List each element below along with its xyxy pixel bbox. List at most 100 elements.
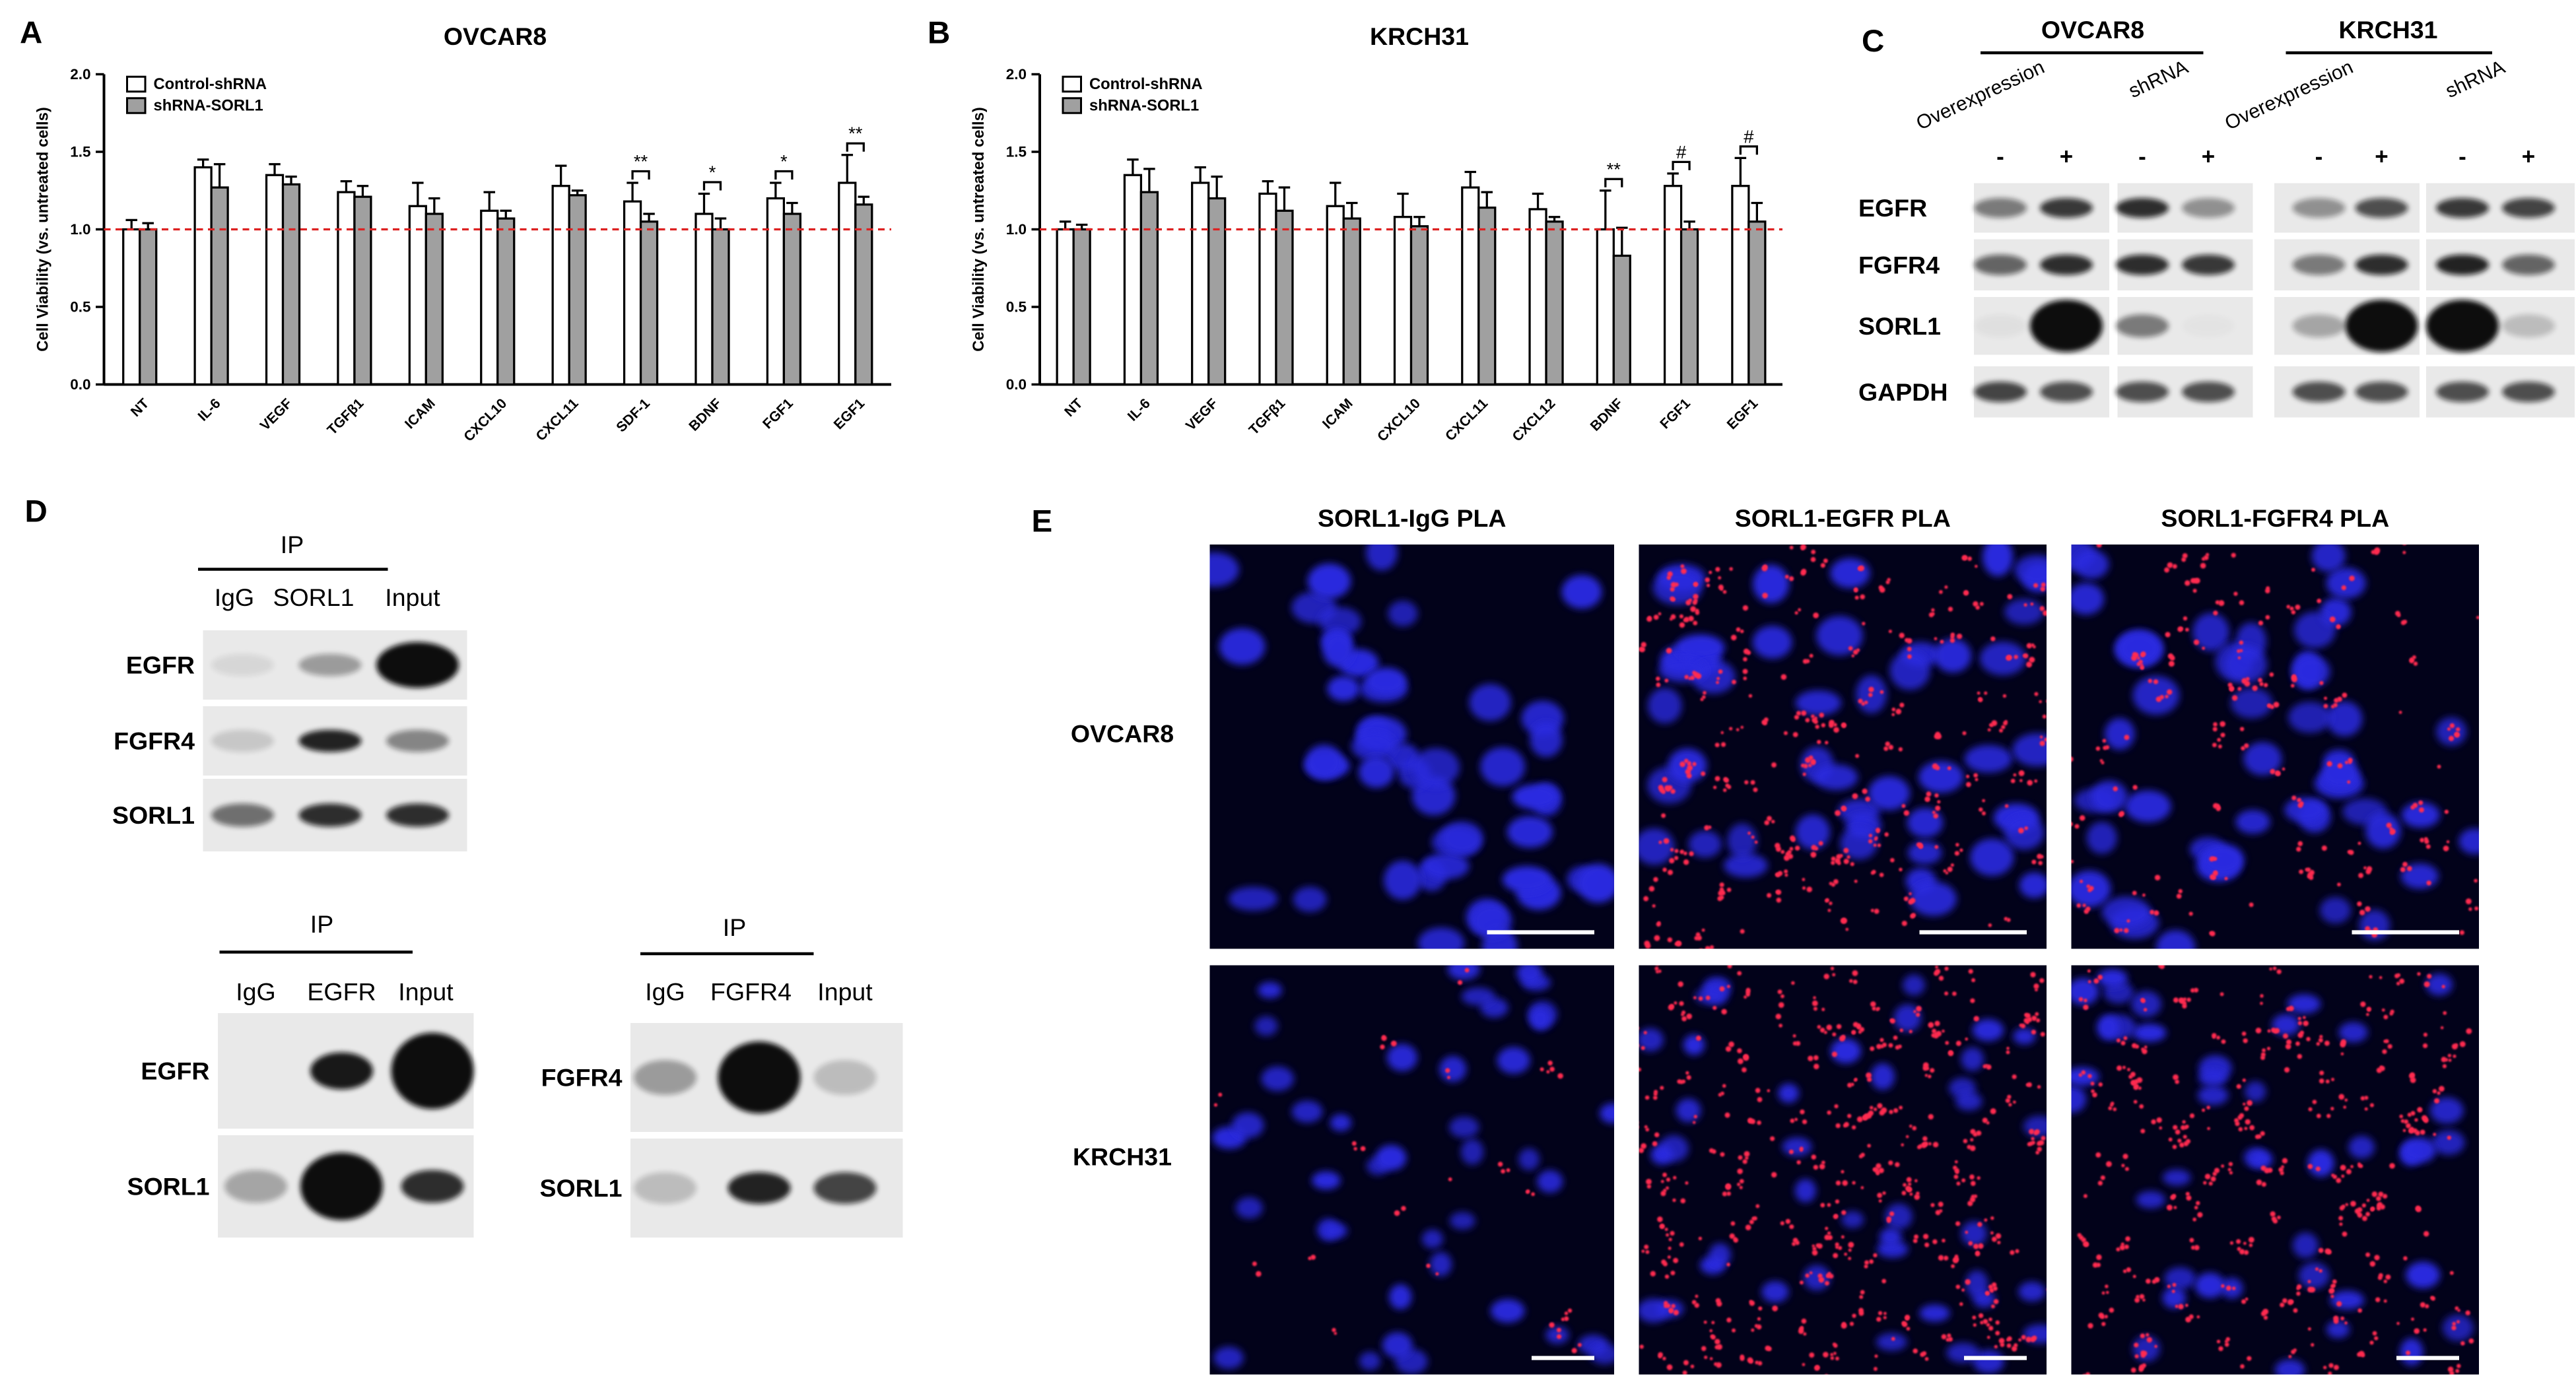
- nucleus: [1305, 745, 1343, 780]
- pla-signal: [1561, 1317, 1565, 1321]
- pla-signal: [1909, 1192, 1913, 1196]
- pla-signal: [2178, 997, 2185, 1003]
- pla-signal: [2364, 1096, 2369, 1100]
- legend-label: Control-shRNA: [1089, 75, 1203, 93]
- pla-signal: [1733, 1238, 1739, 1243]
- pla-signal: [1914, 1179, 1918, 1183]
- pla-signal: [2099, 759, 2103, 762]
- pla-signal: [1644, 1125, 1648, 1129]
- pla-signal: [2092, 1262, 2098, 1268]
- pla-signal: [1964, 591, 1969, 595]
- pla-signal: [1746, 992, 1750, 997]
- pla-signal: [2040, 586, 2046, 592]
- nucleus: [1880, 1227, 1902, 1247]
- pla-signal: [1923, 1143, 1926, 1146]
- pla-signal: [2236, 1239, 2241, 1244]
- pla-signal: [2369, 1340, 2374, 1345]
- pla-signal: [2039, 700, 2042, 704]
- pla-signal: [1938, 959, 1942, 963]
- nucleus: [1422, 853, 1470, 880]
- pla-signal: [1835, 1199, 1840, 1204]
- pla-signal: [1728, 1041, 1734, 1047]
- pla-signal: [1771, 1172, 1777, 1178]
- pla-signal: [2423, 1032, 2427, 1037]
- pla-signal: [2166, 1205, 2173, 1210]
- nucleus: [2406, 1261, 2440, 1288]
- pla-signal: [2186, 1195, 2192, 1201]
- pla-signal: [1877, 844, 1881, 847]
- nucleus: [1910, 881, 1957, 916]
- nucleus: [2425, 974, 2453, 996]
- row-label: FGFR4: [1858, 251, 1940, 279]
- nucleus: [1322, 632, 1354, 667]
- pla-signal: [1952, 991, 1957, 996]
- pla-signal: [1808, 764, 1812, 768]
- significance-label: #: [1676, 142, 1687, 162]
- pla-signal: [1889, 1109, 1893, 1114]
- pla-signal: [1935, 1210, 1941, 1216]
- y-tick-label: 0.5: [1006, 299, 1027, 315]
- nucleus: [1258, 981, 1282, 999]
- nucleus: [1979, 642, 2026, 676]
- blot-band: [2182, 314, 2235, 337]
- pla-signal: [1895, 1162, 1900, 1168]
- pla-signal: [1639, 1344, 1644, 1349]
- pla-signal: [2318, 1247, 2324, 1253]
- pla-signal: [2173, 1074, 2179, 1080]
- blot-band: [211, 653, 274, 677]
- nucleus: [2162, 1287, 2186, 1309]
- blot-band: [2502, 254, 2555, 275]
- x-tick-label: SDF-1: [613, 395, 654, 436]
- pla-signal: [1825, 898, 1829, 903]
- pla-signal: [2109, 1307, 2115, 1313]
- pla-signal: [2243, 1250, 2249, 1255]
- pla-signal: [1757, 1361, 1763, 1366]
- legend-label: shRNA-SORL1: [154, 97, 263, 115]
- pla-signal: [1843, 1123, 1847, 1128]
- pla-signal: [1967, 556, 1972, 561]
- pla-signal: [1671, 1304, 1676, 1309]
- pla-signal: [2243, 1102, 2246, 1106]
- pla-signal: [1686, 1075, 1691, 1080]
- blot-band: [2502, 198, 2555, 218]
- nucleus: [2348, 1135, 2375, 1159]
- pla-signal: [2089, 886, 2094, 891]
- bar: [1207, 197, 1227, 386]
- pla-signal: [1663, 1301, 1668, 1306]
- bar: [1342, 217, 1361, 386]
- pla-signal: [2190, 1245, 2196, 1250]
- pla-signal: [1831, 882, 1836, 887]
- pla-signal: [1985, 1291, 1989, 1295]
- pla-signal: [1986, 1064, 1992, 1070]
- row-label: EGFR: [141, 1057, 209, 1085]
- micrograph-content: [1639, 959, 2047, 1375]
- pla-signal: [1815, 1365, 1820, 1370]
- pla-signal: [1901, 920, 1907, 927]
- nucleus: [2243, 742, 2282, 776]
- pla-signal: [1983, 1064, 1987, 1069]
- pla-signal: [2338, 1094, 2345, 1100]
- nucleus: [1307, 563, 1351, 599]
- blot-band: [2436, 381, 2489, 403]
- pla-signal: [2281, 1165, 2284, 1169]
- pla-signal: [2196, 1201, 2200, 1206]
- pla-signal: [2244, 1106, 2249, 1111]
- pla-signal: [1810, 851, 1817, 858]
- pla-signal: [1747, 831, 1751, 835]
- pla-signal: [1990, 636, 1996, 642]
- pla-signal: [1986, 1323, 1990, 1327]
- nucleus: [1235, 1197, 1263, 1219]
- pla-signal: [2241, 1031, 2247, 1036]
- pla-signal: [1844, 1252, 1848, 1256]
- pla-signal: [1829, 901, 1833, 906]
- pla-signal: [1944, 1255, 1949, 1261]
- nucleus: [2287, 994, 2321, 1014]
- blot-band: [2182, 254, 2235, 275]
- pla-signal: [1658, 1354, 1662, 1358]
- pla-signal: [2225, 1285, 2231, 1291]
- pla-signal: [2383, 1279, 2387, 1284]
- pla-signal: [2040, 1032, 2045, 1037]
- nucleus: [1312, 1171, 1341, 1190]
- pla-signal: [1973, 1016, 1979, 1022]
- pla-signal: [1934, 733, 1940, 739]
